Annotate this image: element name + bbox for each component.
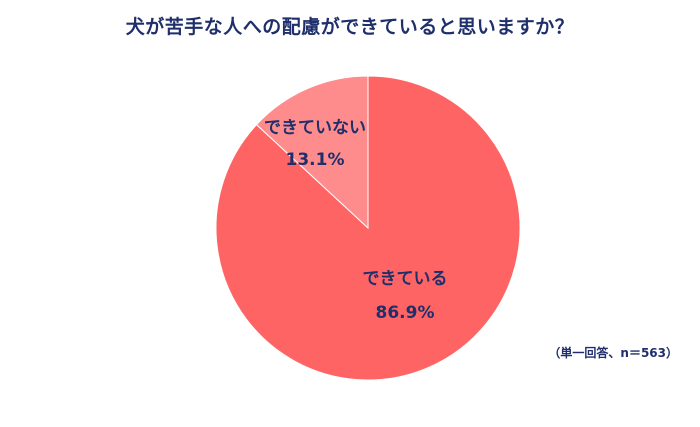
slice-value-1: 86.9% [376, 303, 435, 323]
pie-slices [215, 75, 521, 381]
chart-title: 犬が苦手な人への配慮ができていると思いますか？ [125, 16, 575, 38]
slice-label-1: できている [363, 269, 448, 289]
sample-note: （単一回答、n＝563） [548, 346, 678, 360]
pie-labels: できている 86.9% できていない 13.1% [264, 118, 448, 323]
slice-label-2: できていない [264, 118, 366, 138]
slice-value-2: 13.1% [286, 150, 345, 170]
pie-slice-2 [255, 75, 369, 230]
pie-slice-1 [215, 75, 521, 381]
